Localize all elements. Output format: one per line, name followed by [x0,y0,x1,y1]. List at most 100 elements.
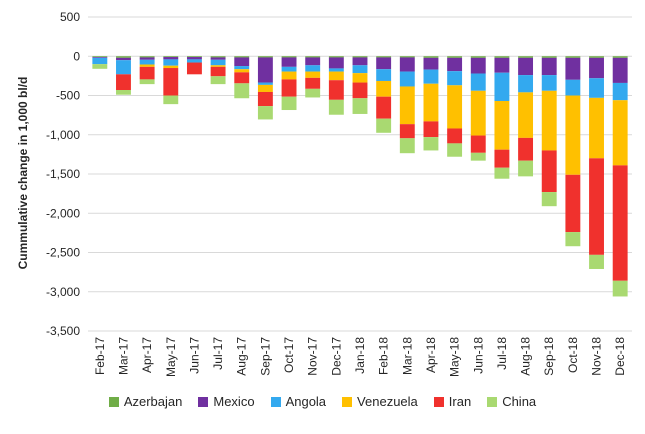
x-axis: Feb-17 Mar-17 Apr-17 May-17 Jun-17 Jul-17 Aug-… [93,337,627,377]
bar-segment-angola [92,57,108,65]
bar-segment-mexico [257,57,273,83]
bar-segment-iran [163,68,179,96]
bar-segment-angola [541,75,557,91]
bar-segment-angola [494,72,510,101]
bar-segment-mexico [305,57,321,66]
bar-segment-china [92,64,108,69]
gridlines [88,16,632,332]
x-tick-label: Feb-18 [377,337,391,375]
bar-segment-mexico [589,57,604,79]
bar-segment-venezuela [447,85,463,129]
x-tick-label: Sep-17 [258,337,272,376]
bar-segment-china [470,152,486,161]
x-tick-label: Jun-17 [187,337,201,374]
bar-segment-venezuela [210,65,226,67]
bar-segment-azerbajan [565,56,581,58]
bar-segment-azerbajan [518,56,534,58]
bar-segment-venezuela [612,100,628,166]
bar-segment-venezuela [328,71,344,81]
bar-segment-mexico [399,57,415,72]
bar-segment-iran [352,82,368,99]
bar-segment-china [376,118,392,133]
bar-segment-china [612,280,628,297]
bar-segment-china [518,160,534,177]
bar-segment-mexico [92,57,108,58]
bar-segment-mexico [139,57,155,60]
y-tick-label: -1,500 [46,167,80,181]
bar-segment-china [589,254,604,269]
bar-segment-angola [305,65,321,72]
bar-segment-azerbajan [186,56,202,58]
bar-segment-mexico [423,57,439,70]
bar-segment-iran [328,80,344,100]
legend-item-mexico: Mexico [198,394,255,409]
bar-segment-venezuela [423,83,439,122]
bar-segment-china [116,90,131,95]
legend-item-iran: Iran [433,394,471,409]
bar-segment-angola [116,60,131,75]
y-tick-label: 500 [60,10,80,24]
bar-segment-iran [376,96,392,119]
bar-segment-mexico [116,57,131,61]
legend-swatch [198,396,209,407]
y-tick-label: -3,000 [46,285,80,299]
bar-segment-azerbajan [352,56,368,58]
x-tick-label: Jan-18 [353,337,367,374]
y-tick-label: 0 [73,49,80,63]
bar-segment-venezuela [565,95,581,175]
bar-segment-azerbajan [281,56,297,58]
stacked-bars [92,56,628,297]
bar-segment-angola [328,68,344,72]
legend-label: China [502,394,537,409]
bar-segment-azerbajan [612,56,628,58]
y-tick-label: -3,500 [46,324,80,338]
bar-segment-iran [612,165,628,281]
bar-segment-china [423,137,439,151]
bar-segment-mexico [447,57,463,72]
bar-segment-angola [376,69,392,81]
bar-segment-mexico [352,57,368,66]
bar-segment-venezuela [376,80,392,97]
bar-segment-venezuela [589,97,604,159]
bar-segment-azerbajan [541,56,557,58]
bar-segment-iran [589,158,604,255]
bar-segment-mexico [541,57,557,76]
bar-segment-china [234,83,250,99]
bar-segment-venezuela [305,71,321,78]
bar-segment-iran [541,150,557,193]
bar-segment-angola [423,69,439,84]
bar-segment-mexico [281,57,297,67]
legend-swatch [270,396,281,407]
bar-segment-iran [518,137,534,161]
x-tick-label: Oct-17 [282,337,296,373]
bar-segment-venezuela [257,84,273,92]
bar-segment-venezuela [281,71,297,80]
bar-segment-venezuela [234,69,250,73]
bar-segment-venezuela [352,73,368,83]
x-tick-label: Jul-18 [495,337,509,370]
bar-segment-china [281,96,297,111]
bar-segment-china [541,192,557,207]
bar-segment-azerbajan [305,56,321,58]
bar-segment-angola [565,79,581,96]
bar-segment-iran [139,66,155,80]
legend-item-azerbajan: Azerbajan [108,394,182,409]
bar-segment-angola [186,59,202,63]
bar-segment-angola [257,82,273,85]
bar-segment-azerbajan [92,56,108,58]
x-tick-label: Dec-18 [613,337,627,376]
x-tick-label: Aug-18 [519,337,533,376]
y-tick-label: -2,000 [46,206,80,220]
bar-segment-china [352,98,368,114]
bar-segment-mexico [518,57,534,76]
bar-segment-azerbajan [423,56,439,58]
bar-segment-china [399,138,415,154]
bar-segment-angola [470,73,486,91]
bar-segment-angola [518,75,534,93]
bar-segment-azerbajan [470,56,486,58]
bar-segment-mexico [494,57,510,73]
bar-segment-iran [257,91,273,107]
bar-segment-mexico [210,57,226,60]
bar-segment-azerbajan [139,56,155,58]
y-axis: 500 0 -500 -1,000 -1,500 -2,000 -2,500 -3,000 -3… [46,10,80,338]
